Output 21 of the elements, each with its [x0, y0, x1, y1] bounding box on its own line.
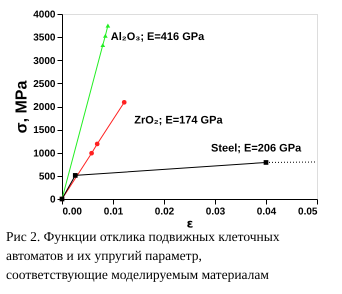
y-tick-label: 2500	[33, 78, 56, 90]
series-label: Steel; E=206 GPa	[211, 142, 302, 154]
text: Рис 2. Функции отклика подвижных клеточных автоматов и их упругий параметр, соответствующие моделируемым материалам	[6, 229, 280, 282]
y-tick-label: 4000	[33, 10, 56, 20]
y-tick-label: 0	[50, 194, 56, 206]
x-tick-label: 0.04	[256, 206, 277, 218]
x-axis-title: ε	[186, 216, 194, 230]
x-tick-label: 0.01	[104, 206, 124, 218]
y-axis-title: σ, MPa	[13, 80, 30, 134]
y-tick-label: 2000	[33, 102, 56, 113]
y-tick-label: 3500	[33, 32, 56, 44]
x-tick-label: 0.05	[298, 206, 318, 218]
x-tick-label: 0.00	[62, 206, 82, 218]
series-label: Al₂O₃; E=416 GPa	[110, 30, 206, 43]
x-tick-label: 0.02	[154, 206, 175, 218]
y-tick-label: 500	[38, 171, 56, 182]
y-tick-label: 1500	[33, 125, 56, 136]
series-label: ZrO₂; E=174 GPa	[134, 114, 224, 126]
y-tick-label: 1000	[33, 148, 56, 160]
y-tick-label: 3000	[33, 56, 56, 67]
x-tick-label: 0.03	[206, 206, 226, 218]
